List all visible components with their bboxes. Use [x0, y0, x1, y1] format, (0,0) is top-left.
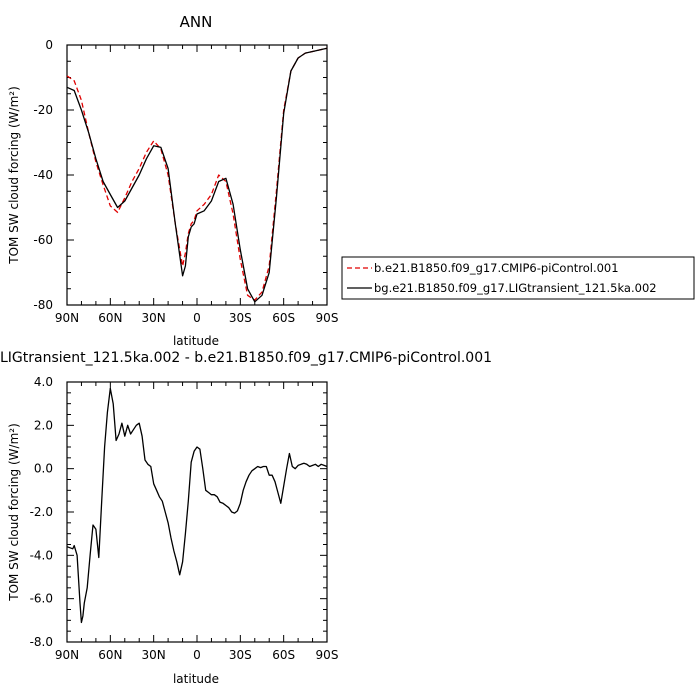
bottom-y-tick-label: 0.0 [34, 462, 53, 476]
bottom-x-tick-label: 60N [98, 648, 122, 662]
top-series-line-2 [66, 47, 328, 303]
bottom-x-tick-label: 0 [193, 648, 201, 662]
legend: b.e21.B1850.f09_g17.CMIP6-piControl.001 … [341, 256, 695, 300]
top-chart-title: ANN [180, 13, 213, 31]
top-y-tick-label: -20 [33, 103, 53, 117]
top-y-tick-label: -60 [33, 233, 53, 247]
bottom-x-axis-label: latitude [173, 672, 219, 686]
bottom-series-line-1 [66, 387, 328, 624]
bottom-axes: 90N 60N 30N 0 30S 60S 90S 4.0 2.0 0.0 -2.0 -4.0 -6.0… [30, 375, 339, 662]
bottom-x-tick-label: 30N [142, 648, 166, 662]
bottom-y-tick-label: -2.0 [30, 505, 53, 519]
bottom-plot-frame [66, 381, 328, 643]
top-y-axis-label: TOM SW cloud forcing (W/m²) [7, 86, 21, 265]
bottom-y-tick-label: -8.0 [30, 635, 53, 649]
top-axes: 90N 60N 30N 0 30S 60S 90S 0 -20 -40 -60 -80 [33, 38, 338, 325]
top-series-lines [66, 47, 328, 303]
top-x-tick-label: 0 [193, 311, 201, 325]
bottom-chart-title: LIGtransient_121.5ka.002 - b.e21.B1850.f… [0, 350, 492, 366]
top-panel: ANN latitude TOM SW cloud forcing (W/m²)… [7, 13, 338, 348]
top-x-tick-label: 60S [272, 311, 295, 325]
top-plot-frame [66, 44, 328, 306]
top-x-tick-label: 30S [229, 311, 252, 325]
legend-entry-LIGtransient: bg.e21.B1850.f09_g17.LIGtransient_121.5k… [374, 281, 657, 295]
bottom-x-tick-label: 90N [55, 648, 79, 662]
legend-frame [341, 256, 695, 300]
bottom-y-tick-label: -4.0 [30, 548, 53, 562]
top-x-tick-label: 60N [98, 311, 122, 325]
top-x-tick-label: 90N [55, 311, 79, 325]
bottom-series-lines [66, 387, 328, 624]
top-x-tick-label: 90S [316, 311, 339, 325]
legend-entry-piControl: b.e21.B1850.f09_g17.CMIP6-piControl.001 [374, 261, 619, 275]
top-x-tick-label: 30N [142, 311, 166, 325]
bottom-x-tick-label: 90S [316, 648, 339, 662]
bottom-panel: LIGtransient_121.5ka.002 - b.e21.B1850.f… [0, 350, 492, 686]
top-y-tick-label: 0 [45, 38, 53, 52]
bottom-y-tick-label: 4.0 [34, 375, 53, 389]
bottom-x-tick-label: 30S [229, 648, 252, 662]
top-x-axis-label: latitude [173, 334, 219, 348]
bottom-y-axis-label: TOM SW cloud forcing (W/m²) [7, 423, 21, 602]
bottom-y-tick-label: 2.0 [34, 418, 53, 432]
top-y-tick-label: -80 [33, 298, 53, 312]
top-y-tick-label: -40 [33, 168, 53, 182]
bottom-y-tick-label: -6.0 [30, 592, 53, 606]
bottom-x-tick-label: 60S [272, 648, 295, 662]
